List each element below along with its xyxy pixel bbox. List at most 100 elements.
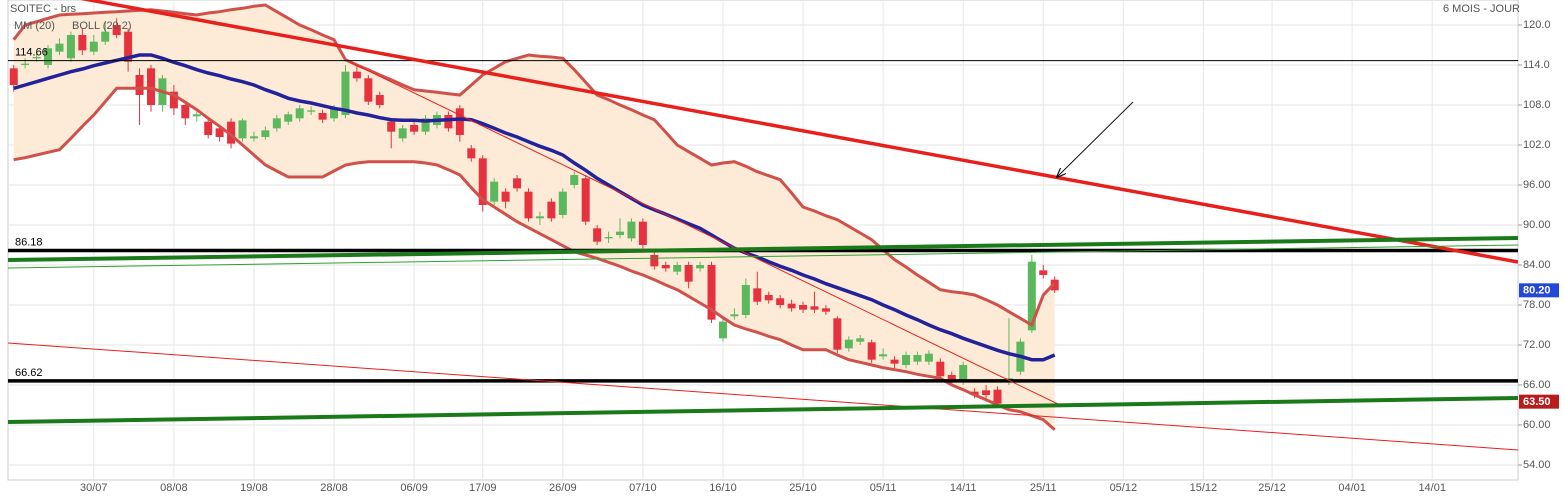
x-tick-label: 26/09 [549, 482, 577, 494]
candle-body [638, 221, 647, 245]
candle-body [650, 255, 659, 267]
candle-body [249, 136, 258, 139]
candle-body [547, 201, 556, 219]
candle-body [982, 390, 991, 395]
candle-body [89, 41, 98, 52]
trend-line [8, 396, 1518, 424]
candle-body [9, 68, 18, 85]
x-tick-label: 08/08 [160, 482, 188, 494]
level-label: 86.18 [15, 236, 43, 248]
candle-body [581, 178, 590, 222]
candle-body [535, 216, 544, 219]
x-tick-label: 14/11 [950, 482, 977, 494]
y-tick-label: 120.0 [1523, 19, 1551, 31]
candle-body [627, 221, 636, 239]
y-tick-label: 84.00 [1523, 259, 1551, 271]
x-tick-label: 19/08 [240, 482, 268, 494]
x-tick-label: 25/12 [1258, 482, 1286, 494]
candle-body [901, 355, 910, 365]
candle-body [181, 105, 190, 119]
candle-body [21, 63, 30, 65]
moving-average [13, 53, 1056, 362]
x-tick-label: 07/10 [629, 482, 657, 494]
candle-body [799, 305, 808, 310]
candle-body [284, 114, 293, 122]
candle-body [936, 361, 945, 377]
trend-line [8, 244, 1518, 269]
candle-body [352, 71, 361, 79]
trend-line [8, 342, 1518, 451]
candle-body [55, 43, 64, 52]
legend-entry: MM (20) [14, 20, 55, 32]
candle-body [272, 118, 281, 129]
x-tick-label: 06/09 [400, 482, 428, 494]
legend-entry: BOLL (20,2) [72, 20, 132, 32]
price-marker [1519, 394, 1559, 409]
y-tick-label: 102.0 [1523, 139, 1551, 151]
candle-body [146, 68, 155, 105]
candle-body [387, 121, 396, 132]
y-tick-label: 72.00 [1523, 339, 1551, 351]
candle-body [947, 375, 956, 382]
candle-body [970, 391, 979, 395]
y-tick-label: 114.0 [1523, 59, 1550, 71]
price-marker [1519, 283, 1559, 298]
candle-body [490, 181, 499, 202]
candle-body [661, 265, 670, 269]
candle-body [169, 91, 178, 109]
candle-body [32, 57, 41, 59]
candle-body [513, 178, 522, 189]
x-tick-label: 17/09 [469, 482, 497, 494]
candle-body [398, 128, 407, 139]
candle-body [318, 113, 327, 120]
x-tick-label: 25/10 [789, 482, 817, 494]
candle-body [913, 355, 922, 362]
candle-body [821, 308, 830, 312]
y-tick-label: 60.00 [1523, 419, 1551, 431]
x-tick-label: 30/07 [80, 482, 108, 494]
candle-body [867, 342, 876, 360]
x-tick-label: 05/12 [1110, 482, 1138, 494]
candle-body [787, 303, 796, 309]
x-tick-label: 15/12 [1190, 482, 1218, 494]
candle-body [810, 306, 819, 310]
candle-body [879, 354, 888, 357]
candle-body [66, 35, 75, 59]
candle-body [844, 339, 853, 349]
candle-body [501, 191, 510, 202]
candle-body [890, 359, 899, 364]
candle-body [410, 125, 419, 132]
candle-body [192, 114, 201, 117]
candle-body [776, 298, 785, 305]
candle-body [604, 237, 613, 239]
candle-body [375, 95, 384, 105]
candle-body [112, 25, 121, 35]
candle-body [718, 321, 727, 339]
x-tick-label: 05/11 [870, 482, 897, 494]
bollinger-band [13, 5, 1055, 430]
candle-body [44, 48, 53, 65]
y-tick-label: 66.00 [1523, 379, 1551, 391]
candle-body [135, 75, 144, 95]
x-tick-label: 04/01 [1338, 482, 1366, 494]
candle-body [707, 265, 716, 320]
chart-title: SOITEC - brs [10, 3, 77, 15]
candle-body [924, 353, 933, 362]
candle-body [78, 35, 87, 51]
candle-body [444, 115, 453, 129]
candle-body [330, 108, 339, 119]
candle-body [753, 288, 762, 302]
candle-body [673, 265, 682, 272]
candle-body [1039, 270, 1048, 275]
candle-body [238, 120, 247, 139]
x-tick-label: 28/08 [320, 482, 348, 494]
candle-body [833, 318, 842, 350]
band-fill [13, 5, 1055, 430]
candle-body [684, 265, 693, 282]
candle-body [730, 314, 739, 317]
candle-body [295, 108, 304, 119]
candle-body [856, 338, 865, 342]
candle-body [764, 295, 773, 301]
